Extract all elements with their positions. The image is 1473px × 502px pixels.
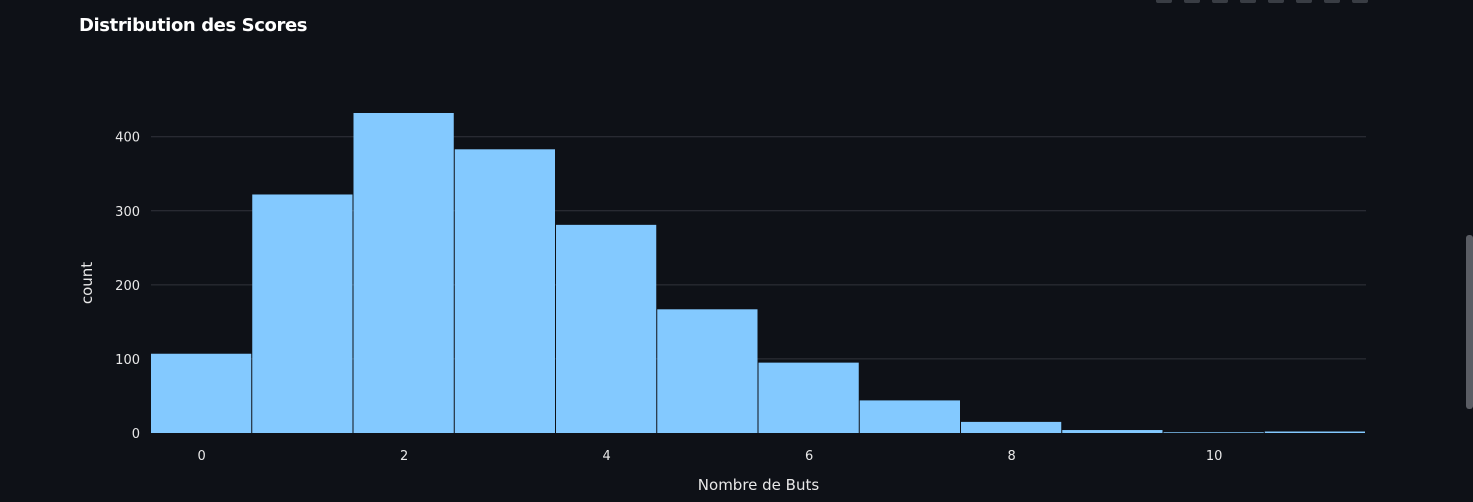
fullscreen-icon[interactable] (1352, 0, 1368, 3)
y-tick-label: 400 (115, 131, 140, 146)
histogram-bar[interactable] (859, 400, 960, 433)
histogram-bar[interactable] (1062, 430, 1163, 433)
y-tick-label: 100 (115, 353, 140, 368)
y-tick-labels: 0 100 200 300 400 (115, 131, 140, 442)
zoom-out-icon[interactable] (1268, 0, 1284, 3)
y-tick-label: 0 (132, 427, 140, 442)
zoom-icon[interactable] (1184, 0, 1200, 3)
y-axis-title: count (78, 262, 96, 304)
histogram-bar[interactable] (454, 149, 555, 433)
histogram-bar[interactable] (151, 353, 252, 433)
page-scrollbar[interactable] (1466, 235, 1473, 409)
x-tick-label: 4 (602, 449, 610, 464)
chart-toolbar[interactable] (1156, 0, 1368, 3)
histogram-bar[interactable] (657, 309, 758, 433)
chart-title: Distribution des Scores (79, 15, 308, 36)
histogram-bar[interactable] (758, 362, 859, 433)
histogram-bar[interactable] (252, 194, 353, 433)
x-tick-label: 2 (400, 449, 408, 464)
histogram-bar[interactable] (556, 224, 657, 433)
histogram-bar[interactable] (1264, 431, 1365, 433)
bars (151, 113, 1365, 433)
x-axis-title: Nombre de Buts (698, 476, 820, 494)
y-tick-label: 300 (115, 205, 140, 220)
reset-axes-icon[interactable] (1324, 0, 1340, 3)
autoscale-icon[interactable] (1296, 0, 1312, 3)
histogram-bar[interactable] (961, 421, 1062, 433)
x-tick-label: 0 (197, 449, 205, 464)
x-tick-label: 10 (1206, 449, 1223, 464)
pan-icon[interactable] (1212, 0, 1228, 3)
histogram-bar[interactable] (1163, 432, 1264, 433)
camera-icon[interactable] (1156, 0, 1172, 3)
y-tick-label: 200 (115, 279, 140, 294)
zoom-in-icon[interactable] (1240, 0, 1256, 3)
histogram-bar[interactable] (353, 113, 454, 433)
x-tick-label: 8 (1007, 449, 1015, 464)
x-tick-label: 6 (805, 449, 813, 464)
x-tick-labels: 0 2 4 6 8 10 (197, 449, 1222, 464)
